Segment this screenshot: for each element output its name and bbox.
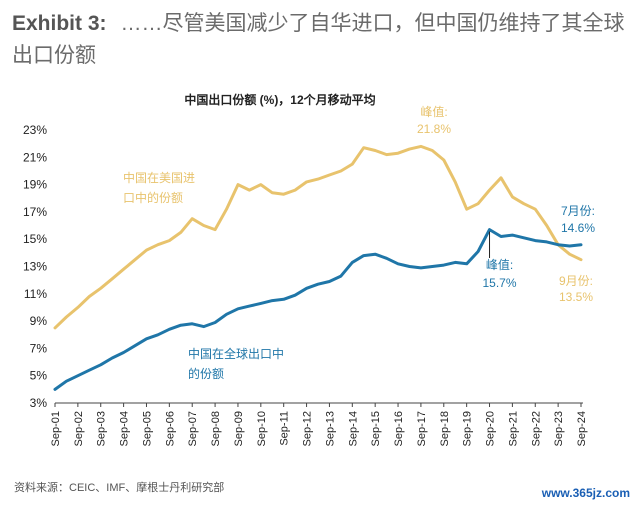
y-tick-label: 23% bbox=[23, 123, 47, 137]
x-tick-label: Sep-01 bbox=[50, 411, 62, 446]
last-global-title: 7月份: bbox=[561, 204, 595, 218]
x-tick-label: Sep-14 bbox=[347, 411, 359, 446]
y-tick-label: 3% bbox=[30, 396, 48, 410]
x-tick-label: Sep-15 bbox=[370, 411, 382, 446]
us-series-label-line1: 中国在美国进 bbox=[123, 170, 195, 185]
y-tick-label: 13% bbox=[23, 260, 47, 274]
x-tick-label: Sep-20 bbox=[485, 411, 497, 446]
y-tick-label: 15% bbox=[23, 232, 47, 246]
x-tick-label: Sep-24 bbox=[576, 411, 588, 446]
x-tick-label: Sep-05 bbox=[141, 411, 153, 446]
exhibit-number: Exhibit 3: bbox=[12, 12, 107, 35]
x-tick-label: Sep-16 bbox=[393, 411, 405, 446]
peak-global-title: 峰值: bbox=[486, 257, 513, 272]
x-tick-label: Sep-22 bbox=[530, 411, 542, 446]
x-tick-label: Sep-10 bbox=[256, 411, 268, 446]
watermark: www.365jz.com bbox=[541, 486, 630, 500]
peak-us-value: 21.8% bbox=[417, 122, 451, 136]
x-tick-label: Sep-04 bbox=[119, 411, 131, 446]
y-tick-label: 9% bbox=[30, 314, 48, 328]
x-tick-label: Sep-17 bbox=[416, 411, 428, 446]
x-tick-label: Sep-08 bbox=[210, 411, 222, 446]
exhibit-heading: Exhibit 3: ……尽管美国减少了自华进口，但中国仍维持了其全球出口份额 bbox=[12, 8, 628, 72]
y-tick-label: 19% bbox=[23, 178, 47, 192]
source-note: 资料来源：CEIC、IMF、摩根士丹利研究部 bbox=[14, 482, 225, 494]
peak-global-value: 15.7% bbox=[483, 276, 517, 290]
chart-title: 中国出口份额 (%)，12个月移动平均 bbox=[184, 93, 376, 107]
last-global-value: 14.6% bbox=[561, 221, 595, 235]
x-tick-label: Sep-21 bbox=[507, 411, 519, 446]
x-tick-label: Sep-19 bbox=[462, 411, 474, 446]
y-tick-label: 7% bbox=[30, 341, 48, 355]
y-tick-label: 17% bbox=[23, 205, 47, 219]
x-tick-label: Sep-11 bbox=[279, 411, 291, 446]
x-tick-label: Sep-03 bbox=[96, 411, 108, 446]
y-tick-label: 11% bbox=[24, 287, 47, 301]
global-export-share-line bbox=[53, 228, 583, 391]
x-tick-label: Sep-02 bbox=[73, 411, 85, 446]
x-tick-label: Sep-07 bbox=[187, 411, 199, 446]
us-series-label-line2: 口中的份额 bbox=[123, 190, 183, 205]
x-tick-label: Sep-18 bbox=[439, 411, 451, 446]
y-tick-label: 21% bbox=[23, 150, 47, 164]
x-tick-label: Sep-06 bbox=[164, 411, 176, 446]
exhibit-text: ……尽管美国减少了自华进口，但中国仍维持了其全球出口份额 bbox=[12, 12, 625, 67]
us-import-share-line bbox=[53, 144, 583, 330]
last-us-value: 13.5% bbox=[559, 290, 593, 304]
y-tick-label: 5% bbox=[30, 369, 48, 383]
global-series-label-line1: 中国在全球出口中 bbox=[188, 346, 284, 361]
x-tick-label: Sep-09 bbox=[233, 411, 245, 446]
peak-us-title: 峰值: bbox=[420, 104, 447, 119]
x-tick-label: Sep-23 bbox=[553, 411, 565, 446]
x-tick-label: Sep-12 bbox=[302, 411, 314, 446]
x-tick-label: Sep-13 bbox=[324, 411, 336, 446]
global-series-label-line2: 的份额 bbox=[188, 366, 224, 381]
last-us-title: 9月份: bbox=[559, 274, 593, 288]
